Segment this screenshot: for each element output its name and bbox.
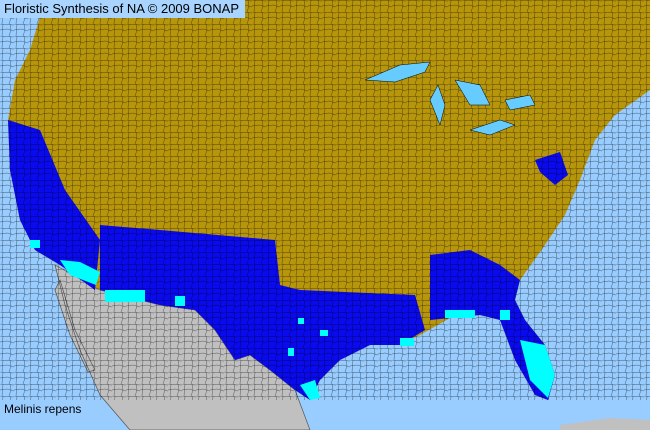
- county-borders: [0, 0, 650, 400]
- county-records: [30, 240, 555, 400]
- species-label: Melinis repens: [4, 402, 82, 416]
- map-title: Floristic Synthesis of NA © 2009 BONAP: [0, 0, 246, 18]
- great-lakes: [364, 61, 536, 136]
- caribbean-land: [560, 418, 650, 430]
